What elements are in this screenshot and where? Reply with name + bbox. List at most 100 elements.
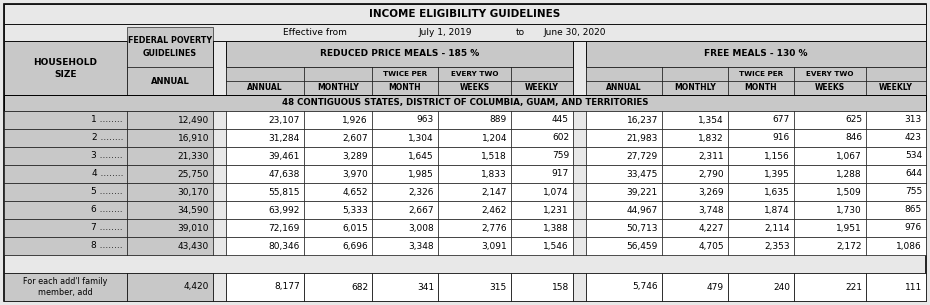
Bar — [213, 273, 226, 301]
Bar — [127, 111, 213, 129]
Bar — [372, 67, 438, 81]
Bar — [213, 219, 226, 237]
Text: MONTH: MONTH — [745, 84, 777, 92]
Text: 1,395: 1,395 — [764, 170, 790, 178]
Bar — [866, 219, 926, 237]
Bar — [586, 201, 662, 219]
Text: SIZE: SIZE — [54, 70, 77, 79]
Bar — [226, 237, 304, 255]
Text: 1,304: 1,304 — [408, 134, 434, 142]
Bar — [438, 165, 511, 183]
Bar — [226, 81, 304, 95]
Text: 39,461: 39,461 — [269, 152, 300, 160]
Bar — [728, 111, 794, 129]
Text: 3,289: 3,289 — [342, 152, 368, 160]
Bar — [304, 273, 372, 301]
Text: 1,388: 1,388 — [543, 224, 569, 232]
Text: 47,638: 47,638 — [269, 170, 300, 178]
Bar — [662, 111, 728, 129]
Bar — [438, 67, 511, 81]
Bar — [728, 273, 794, 301]
Text: 315: 315 — [490, 282, 507, 292]
Text: June 30, 2020: June 30, 2020 — [544, 28, 606, 37]
Bar — [662, 273, 728, 301]
Text: 63,992: 63,992 — [269, 206, 300, 214]
Bar — [728, 67, 794, 81]
Text: WEEKS: WEEKS — [815, 84, 845, 92]
Bar — [866, 165, 926, 183]
Text: FEDERAL POVERTY: FEDERAL POVERTY — [128, 36, 212, 45]
Bar — [662, 165, 728, 183]
Bar — [794, 165, 866, 183]
Bar — [573, 165, 586, 183]
Text: 625: 625 — [844, 116, 862, 124]
Bar — [662, 147, 728, 165]
Text: 917: 917 — [551, 170, 569, 178]
Text: 1,509: 1,509 — [836, 188, 862, 196]
Text: 5 ........: 5 ........ — [91, 188, 123, 196]
Text: 33,475: 33,475 — [627, 170, 658, 178]
Bar — [372, 237, 438, 255]
Text: ANNUAL: ANNUAL — [151, 77, 190, 85]
Text: 27,729: 27,729 — [627, 152, 658, 160]
Bar — [4, 147, 127, 165]
Bar — [586, 219, 662, 237]
Bar — [728, 165, 794, 183]
Text: 8,177: 8,177 — [274, 282, 300, 292]
Text: 23,107: 23,107 — [269, 116, 300, 124]
Text: to: to — [515, 28, 525, 37]
Bar — [213, 201, 226, 219]
Text: 3,970: 3,970 — [342, 170, 368, 178]
Text: 56,459: 56,459 — [627, 242, 658, 250]
Text: 1,985: 1,985 — [408, 170, 434, 178]
Bar — [511, 129, 573, 147]
Text: TWICE PER: TWICE PER — [739, 71, 783, 77]
Bar — [226, 111, 304, 129]
Bar — [794, 201, 866, 219]
Bar — [728, 81, 794, 95]
Text: ANNUAL: ANNUAL — [247, 84, 283, 92]
Bar — [511, 147, 573, 165]
Bar — [662, 129, 728, 147]
Text: 12,490: 12,490 — [178, 116, 209, 124]
Bar — [4, 183, 127, 201]
Text: WEEKLY: WEEKLY — [879, 84, 913, 92]
Text: 6 ........: 6 ........ — [91, 206, 123, 214]
Bar — [372, 81, 438, 95]
Bar — [511, 111, 573, 129]
Text: 916: 916 — [773, 134, 790, 142]
Text: 755: 755 — [905, 188, 922, 196]
Text: 2,353: 2,353 — [764, 242, 790, 250]
Bar — [586, 41, 926, 67]
Text: EVERY TWO: EVERY TWO — [451, 71, 498, 77]
Bar — [866, 273, 926, 301]
Text: 1,926: 1,926 — [342, 116, 368, 124]
Text: 8 ........: 8 ........ — [91, 242, 123, 250]
Text: 21,983: 21,983 — [627, 134, 658, 142]
Bar — [866, 147, 926, 165]
Text: 6,015: 6,015 — [342, 224, 368, 232]
Text: 644: 644 — [905, 170, 922, 178]
Text: 1,635: 1,635 — [764, 188, 790, 196]
Bar — [728, 237, 794, 255]
Bar — [213, 147, 226, 165]
Text: 2,607: 2,607 — [342, 134, 368, 142]
Text: 3,008: 3,008 — [408, 224, 434, 232]
Bar — [4, 41, 127, 95]
Bar — [304, 111, 372, 129]
Text: 3 ........: 3 ........ — [91, 152, 123, 160]
Bar — [662, 237, 728, 255]
Bar — [226, 183, 304, 201]
Text: 48 CONTIGUOUS STATES, DISTRICT OF COLUMBIA, GUAM, AND TERRITORIES: 48 CONTIGUOUS STATES, DISTRICT OF COLUMB… — [282, 99, 648, 107]
Bar — [304, 237, 372, 255]
Text: 1,156: 1,156 — [764, 152, 790, 160]
Bar — [511, 165, 573, 183]
Bar — [728, 147, 794, 165]
Text: 1,231: 1,231 — [543, 206, 569, 214]
Text: 240: 240 — [773, 282, 790, 292]
Text: member, add: member, add — [38, 288, 93, 296]
Text: For each add'l family: For each add'l family — [23, 278, 108, 286]
Bar — [438, 219, 511, 237]
Text: 1,074: 1,074 — [543, 188, 569, 196]
Text: 50,713: 50,713 — [627, 224, 658, 232]
